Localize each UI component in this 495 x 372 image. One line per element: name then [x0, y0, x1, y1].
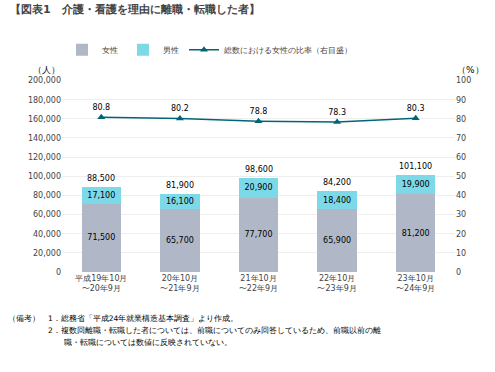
svg-text:19,900: 19,900 — [402, 180, 430, 189]
svg-text:80.8: 80.8 — [92, 103, 110, 112]
svg-text:90: 90 — [456, 95, 466, 104]
svg-text:100: 100 — [456, 76, 471, 85]
svg-text:男性: 男性 — [163, 46, 179, 55]
svg-text:50: 50 — [456, 172, 466, 181]
svg-text:20,000: 20,000 — [33, 249, 61, 258]
svg-text:77,700: 77,700 — [245, 230, 273, 239]
svg-text:（%）: （%） — [457, 65, 484, 75]
svg-text:98,600: 98,600 — [245, 165, 273, 174]
svg-text:女性: 女性 — [102, 46, 118, 55]
svg-text:140,000: 140,000 — [28, 134, 61, 143]
svg-text:17,100: 17,100 — [87, 191, 115, 200]
svg-text:80.2: 80.2 — [171, 104, 189, 113]
svg-text:70: 70 — [456, 134, 466, 143]
svg-text:0: 0 — [56, 268, 61, 277]
svg-text:180,000: 180,000 — [28, 95, 61, 104]
svg-text:71,500: 71,500 — [87, 233, 115, 242]
svg-text:160,000: 160,000 — [28, 115, 61, 124]
svg-text:80,000: 80,000 — [33, 191, 61, 200]
svg-text:0: 0 — [456, 268, 461, 277]
svg-text:20: 20 — [456, 230, 466, 239]
svg-text:80: 80 — [456, 115, 466, 124]
svg-text:88,500: 88,500 — [87, 174, 115, 183]
svg-text:総数における女性の比率（右目盛）: 総数における女性の比率（右目盛） — [223, 46, 352, 55]
svg-text:60,000: 60,000 — [33, 210, 61, 219]
svg-text:（備考） 1．総務省「平成24年就業構造基本調査」より作成。: （備考） 1．総務省「平成24年就業構造基本調査」より作成。 — [8, 314, 238, 323]
svg-text:81,900: 81,900 — [166, 181, 194, 190]
svg-text:65,700: 65,700 — [166, 236, 194, 245]
svg-text:16,100: 16,100 — [166, 197, 194, 206]
svg-text:120,000: 120,000 — [28, 153, 61, 162]
svg-text:10: 10 — [456, 249, 466, 258]
svg-text:101,100: 101,100 — [399, 162, 432, 171]
svg-text:78.3: 78.3 — [328, 108, 346, 117]
svg-text:80.3: 80.3 — [407, 104, 425, 113]
svg-text:60: 60 — [456, 153, 466, 162]
svg-text:（人）: （人） — [33, 65, 60, 75]
svg-text:84,200: 84,200 — [323, 178, 351, 187]
svg-text:40,000: 40,000 — [33, 230, 61, 239]
svg-text:200,000: 200,000 — [28, 76, 61, 85]
svg-text:職・転職については数値に反映されていない。: 職・転職については数値に反映されていない。 — [8, 338, 232, 347]
svg-text:65,900: 65,900 — [323, 236, 351, 245]
svg-text:22年10月〜23年9月: 22年10月〜23年9月 — [317, 274, 356, 293]
svg-text:30: 30 — [456, 210, 466, 219]
svg-text:20,900: 20,900 — [245, 183, 273, 192]
svg-text:20年10月〜21年9月: 20年10月〜21年9月 — [160, 274, 199, 293]
svg-text:21年10月〜22年9月: 21年10月〜22年9月 — [239, 274, 278, 293]
svg-text:2．複数回離職・転職した者については、前職についてのみ回答し: 2．複数回離職・転職した者については、前職についてのみ回答しているため、前職以前… — [8, 326, 381, 335]
svg-text:100,000: 100,000 — [28, 172, 61, 181]
svg-text:18,400: 18,400 — [323, 196, 351, 205]
svg-text:81,200: 81,200 — [402, 229, 430, 238]
svg-text:23年10月〜24年9月: 23年10月〜24年9月 — [396, 274, 435, 293]
svg-text:【図表1 介護・看護を理由に離職・転職した者】: 【図表1 介護・看護を理由に離職・転職した者】 — [10, 3, 260, 16]
svg-text:平成19年10月〜20年9月: 平成19年10月〜20年9月 — [75, 274, 127, 293]
svg-text:40: 40 — [456, 191, 466, 200]
svg-text:78.8: 78.8 — [250, 107, 268, 116]
